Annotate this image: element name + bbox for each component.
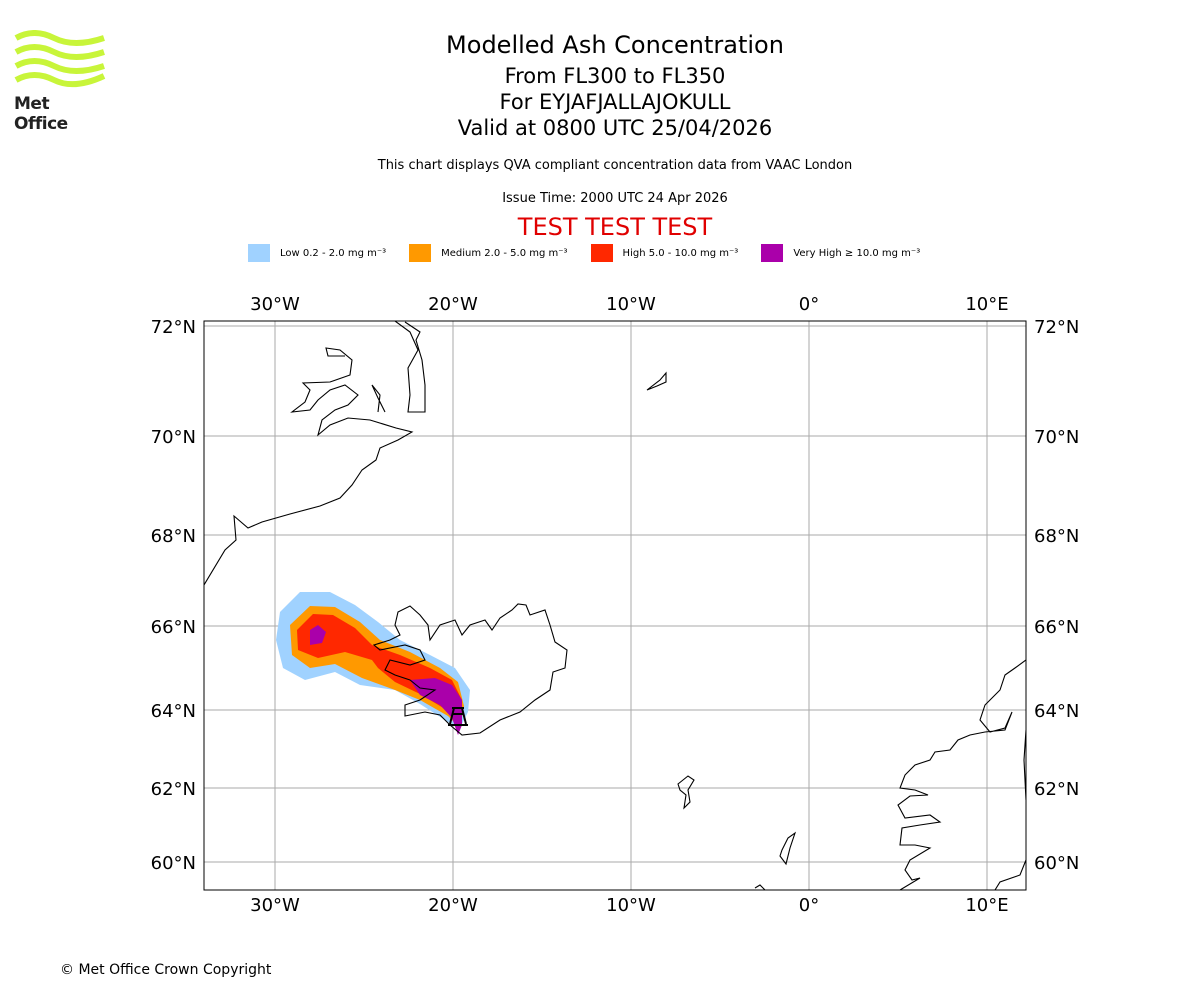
faroe-islands-coast [677, 775, 695, 810]
flight-levels: From FL300 to FL350 [504, 64, 726, 88]
graticule [204, 321, 1026, 890]
lat-tick-label: 72°N [151, 317, 196, 338]
lon-tick-label: 10°E [965, 895, 1008, 916]
legend-swatch [409, 244, 432, 262]
lon-tick-label: 30°W [250, 895, 300, 916]
coastlines [204, 321, 1026, 890]
axis-ticks: 30°W 30°W 20°W 20°W 10°W 10°W 0° 0° 10°E 10°E 72°N… [151, 294, 1080, 916]
legend-label: High 5.0 - 10.0 mg m⁻³ [622, 247, 739, 259]
logo-waves-icon [14, 30, 106, 88]
valid-time: Valid at 0800 UTC 25/04/2026 [457, 116, 773, 140]
lon-tick-label: 30°W [250, 294, 300, 315]
legend-label: Medium 2.0 - 5.0 mg m⁻³ [441, 247, 568, 259]
test-banner: TEST TEST TEST [517, 213, 713, 241]
lon-tick-label: 0° [799, 294, 819, 315]
map-frame [203, 320, 1027, 891]
lat-tick-label: 68°N [1034, 526, 1079, 547]
lon-tick-label: 10°W [606, 294, 656, 315]
lat-tick-label: 70°N [151, 427, 196, 448]
legend-swatch [761, 244, 784, 262]
copyright: © Met Office Crown Copyright [60, 962, 272, 978]
logo-text: Met Office [14, 94, 68, 134]
lat-tick-label: 70°N [1034, 427, 1079, 448]
volcano-name: For EYJAFJALLAJOKULL [499, 90, 731, 114]
lon-tick-label: 10°E [965, 294, 1008, 315]
jan-mayen-coast [646, 371, 667, 391]
legend-label: Very High ≥ 10.0 mg m⁻³ [793, 247, 921, 259]
shetland-coast [754, 831, 797, 890]
lat-tick-label: 72°N [1034, 317, 1079, 338]
lat-tick-label: 66°N [1034, 617, 1079, 638]
ash-very-high-area [310, 625, 462, 735]
volcano-icon [448, 707, 468, 726]
legend-item-very-high: Very High ≥ 10.0 mg m⁻³ [761, 244, 920, 262]
iceland-coast [372, 603, 568, 736]
chart-title: Modelled Ash Concentration [446, 31, 784, 59]
lon-tick-label: 0° [799, 895, 819, 916]
ash-high-area [297, 614, 462, 728]
legend-item-medium: Medium 2.0 - 5.0 mg m⁻³ [409, 244, 568, 262]
lat-tick-label: 60°N [1034, 853, 1079, 874]
lat-tick-label: 64°N [151, 701, 196, 722]
lat-tick-label: 62°N [151, 779, 196, 800]
issue-time: Issue Time: 2000 UTC 24 Apr 2026 [502, 191, 728, 206]
lon-tick-label: 20°W [428, 294, 478, 315]
lon-tick-label: 20°W [428, 895, 478, 916]
lat-tick-label: 66°N [151, 617, 196, 638]
met-office-logo: Met Office [14, 30, 106, 134]
legend-item-low: Low 0.2 - 2.0 mg m⁻³ [248, 244, 386, 262]
norway-coast [897, 659, 1026, 890]
subtitle: This chart displays QVA compliant concen… [377, 158, 853, 173]
lon-tick-label: 10°W [606, 895, 656, 916]
lat-tick-label: 60°N [151, 853, 196, 874]
legend-swatch [590, 244, 613, 262]
lat-tick-label: 62°N [1034, 779, 1079, 800]
legend-swatch [248, 244, 270, 262]
lat-tick-label: 68°N [151, 526, 196, 547]
legend: Low 0.2 - 2.0 mg m⁻³ Medium 2.0 - 5.0 mg… [248, 244, 943, 262]
legend-item-high: High 5.0 - 10.0 mg m⁻³ [590, 244, 739, 262]
greenland-coast [204, 321, 426, 586]
lat-tick-label: 64°N [1034, 701, 1079, 722]
legend-label: Low 0.2 - 2.0 mg m⁻³ [280, 247, 387, 259]
ash-plume [276, 592, 470, 735]
